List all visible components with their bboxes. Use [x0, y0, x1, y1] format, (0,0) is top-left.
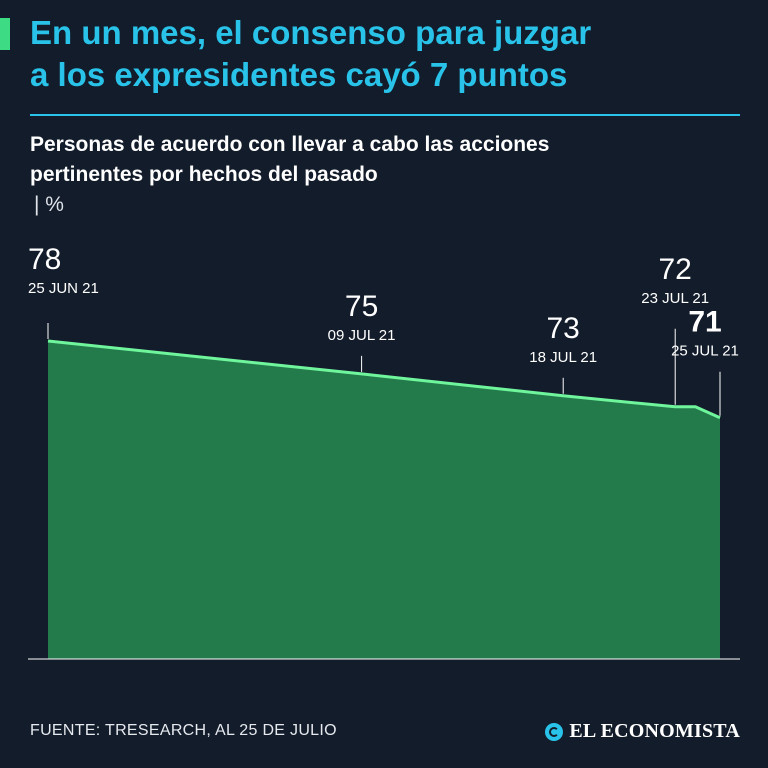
- headline: En un mes, el consenso para juzgar a los…: [30, 12, 750, 96]
- date-label: 23 JUL 21: [641, 290, 709, 307]
- unit-label: | %: [34, 193, 64, 216]
- headline-line-2: a los expresidentes cayó 7 puntos: [30, 56, 568, 93]
- date-label: 25 JUL 21: [671, 343, 739, 360]
- date-label: 18 JUL 21: [529, 349, 597, 366]
- source-note: FUENTE: TRESEARCH, AL 25 DE JULIO: [30, 722, 337, 739]
- date-label: 25 JUN 21: [28, 280, 99, 297]
- value-label: 71: [688, 306, 721, 339]
- logo-text: EL ECONOMISTA: [569, 720, 740, 742]
- subtitle-line-2: pertinentes por hechos del pasado | %: [30, 160, 750, 220]
- value-label: 72: [659, 253, 692, 286]
- publisher-logo: EL ECONOMISTA: [545, 720, 740, 743]
- area-fill: [48, 341, 720, 659]
- headline-line-1: En un mes, el consenso para juzgar: [30, 14, 592, 51]
- title-divider: [30, 114, 740, 116]
- value-label: 75: [345, 290, 378, 323]
- chart-subtitle: Personas de acuerdo con llevar a cabo la…: [30, 130, 750, 220]
- logo-icon: [545, 722, 564, 741]
- subtitle-line-1: Personas de acuerdo con llevar a cabo la…: [30, 133, 550, 156]
- series-line: [47, 339, 721, 420]
- value-label: 78: [28, 243, 61, 276]
- accent-bar: [0, 18, 10, 50]
- subtitle-line-2-text: pertinentes por hechos del pasado: [30, 163, 378, 186]
- value-label: 73: [547, 312, 580, 345]
- date-label: 09 JUL 21: [328, 327, 396, 344]
